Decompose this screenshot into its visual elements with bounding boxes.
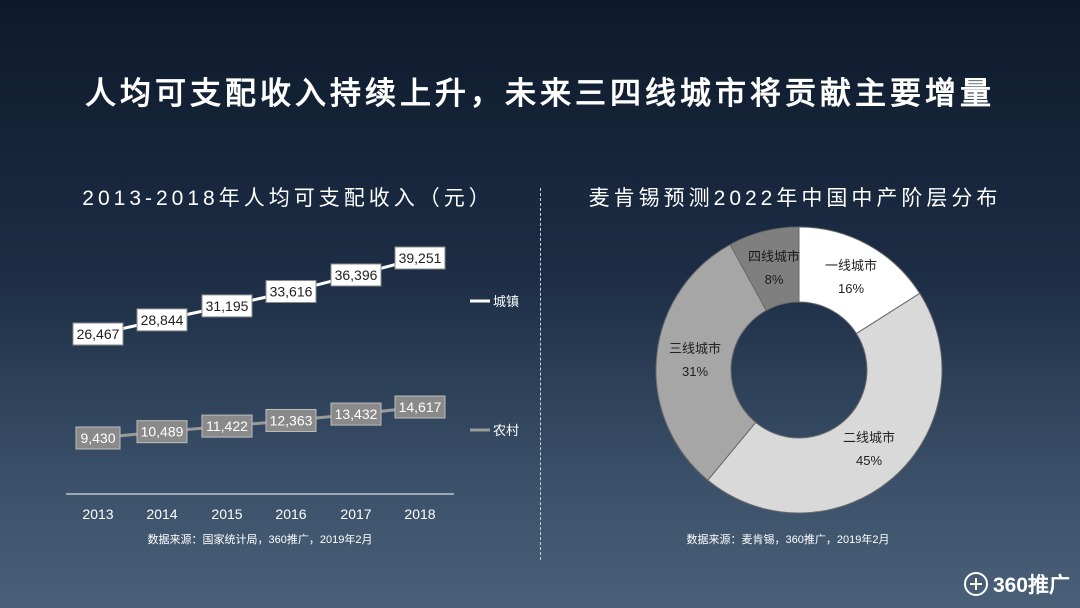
urban-data-point xyxy=(330,263,382,287)
x-tick-label: 2013 xyxy=(82,506,113,522)
donut-chart-source: 数据来源：麦肯锡，360推广，2019年2月 xyxy=(686,534,890,546)
urban-data-label: 39,251 xyxy=(399,250,442,266)
rural-data-point xyxy=(201,414,253,438)
x-tick-label: 2018 xyxy=(404,506,435,522)
legend-label-urban: 城镇 xyxy=(493,294,519,309)
urban-data-label: 28,844 xyxy=(141,312,184,328)
x-tick-label: 2016 xyxy=(275,506,306,522)
urban-data-point xyxy=(72,322,124,346)
line-chart-source: 数据来源：国家统计局，360推广，2019年2月 xyxy=(147,534,373,546)
rural-data-label: 9,430 xyxy=(80,430,115,446)
rural-data-label: 11,422 xyxy=(206,418,248,434)
donut-slice-name: 三线城市 xyxy=(669,341,721,356)
urban-data-point xyxy=(136,308,188,332)
brand-logo-text: 360推广 xyxy=(992,574,1070,597)
panel-divider xyxy=(540,188,541,560)
donut-slice-name: 二线城市 xyxy=(843,430,895,445)
rural-data-point xyxy=(330,402,382,426)
donut-slice-value: 16% xyxy=(838,281,864,296)
donut-slice-name: 四线城市 xyxy=(748,249,800,264)
urban-data-label: 31,195 xyxy=(206,298,249,314)
donut-chart-subtitle: 麦肯锡预测2022年中国中产阶层分布 xyxy=(588,187,1002,210)
urban-data-point xyxy=(394,246,446,270)
urban-data-label: 36,396 xyxy=(335,267,378,283)
x-tick-label: 2015 xyxy=(211,506,242,522)
donut-slice xyxy=(707,292,943,514)
donut-slice-value: 8% xyxy=(765,272,784,287)
line-chart-subtitle: 2013-2018年人均可支配收入（元） xyxy=(82,187,494,210)
rural-data-point xyxy=(394,395,446,419)
rural-data-label: 12,363 xyxy=(270,412,313,428)
urban-data-point xyxy=(201,294,253,318)
legend-label-rural: 农村 xyxy=(493,423,519,438)
urban-data-label: 33,616 xyxy=(270,283,313,299)
rural-data-label: 13,432 xyxy=(335,406,378,422)
donut-slice xyxy=(655,244,767,481)
donut-slice-value: 45% xyxy=(856,453,882,468)
x-tick-label: 2017 xyxy=(340,506,371,522)
plus-circle-icon xyxy=(963,572,988,596)
donut-slice xyxy=(729,226,800,312)
x-tick-label: 2014 xyxy=(146,506,177,522)
donut-slice-value: 31% xyxy=(682,364,708,379)
urban-data-point xyxy=(265,279,317,303)
urban-data-label: 26,467 xyxy=(77,326,120,342)
donut-slice-name: 一线城市 xyxy=(825,258,877,273)
rural-data-point xyxy=(75,426,121,450)
rural-data-label: 14,617 xyxy=(399,399,442,415)
rural-data-point xyxy=(265,408,317,432)
rural-data-point xyxy=(136,420,188,444)
donut-slice xyxy=(798,226,921,335)
page-title: 人均可支配收入持续上升，未来三四线城市将贡献主要增量 xyxy=(85,76,995,111)
brand-logo: 360推广 xyxy=(963,566,1070,602)
rural-data-label: 10,489 xyxy=(141,424,184,440)
